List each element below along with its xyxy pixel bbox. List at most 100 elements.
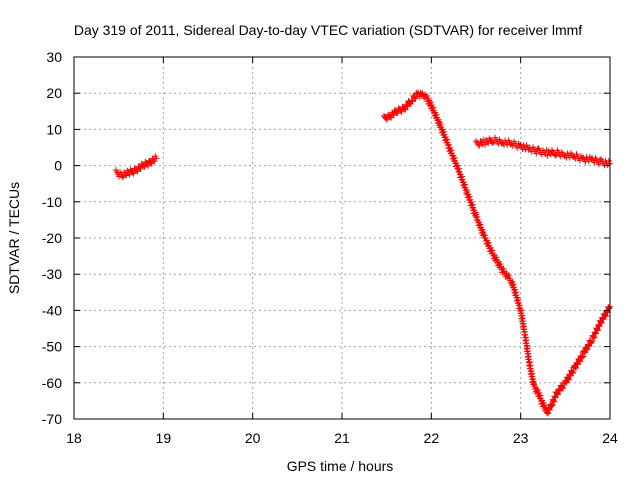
data-point [423,92,430,99]
data-point [145,162,152,169]
data-point [497,261,504,268]
data-point [573,365,580,372]
data-point [384,116,391,123]
y-tick-label: -70 [42,411,62,427]
data-point [552,394,559,401]
data-point [403,102,410,109]
data-point [590,333,597,340]
data-point [485,239,492,246]
data-point [549,402,556,409]
data-point [579,354,586,361]
data-point [556,387,563,394]
data-point [589,338,596,345]
data-point [493,254,500,261]
data-point [577,358,584,365]
y-tick-label: -50 [42,339,62,355]
data-point [598,319,605,326]
data-point [481,141,488,148]
data-point [120,174,127,181]
data-point [565,376,572,383]
data-point [506,274,513,281]
data-point [144,161,151,168]
data-point [560,385,567,392]
tick-labels: 18 19 20 21 22 23 24 30 20 10 0 -10 -20 -30 -40 -50 -60 -… [42,49,618,446]
data-point [605,304,612,311]
data-point [402,106,409,113]
data-point [394,110,401,117]
data-point [596,323,603,330]
data-point [595,322,602,329]
y-tick-label: -10 [42,194,62,210]
x-tick-label: 23 [513,430,529,446]
data-point [123,172,130,179]
axis-ticks [73,56,611,420]
data-point [383,115,390,122]
chart-title: Day 319 of 2011, Sidereal Day-to-day VTE… [74,22,582,38]
data-point [591,329,598,336]
data-point [489,140,496,147]
data-point [404,103,411,110]
data-point [557,387,564,394]
data-point [133,167,140,174]
data-point [481,232,488,239]
data-point [552,152,559,159]
x-tick-label: 20 [245,430,261,446]
data-point [594,326,601,333]
data-point [540,399,547,406]
data-point [419,90,426,97]
data-points [112,89,613,417]
data-point [592,330,599,337]
data-point [584,346,591,353]
data-point [595,161,602,168]
data-point [546,406,553,413]
data-point [559,384,566,391]
x-tick-label: 24 [602,430,618,446]
data-point [427,99,434,106]
data-point [595,321,602,328]
data-point [134,168,141,175]
y-tick-label: -60 [42,375,62,391]
data-point [153,155,160,162]
data-point [397,107,404,114]
data-point [126,171,133,178]
y-tick-label: -30 [42,266,62,282]
y-tick-label: 20 [46,85,62,101]
data-point [489,247,496,254]
data-point [398,108,405,115]
data-point [500,265,507,272]
data-point [580,353,587,360]
data-point [590,334,597,341]
data-point [129,169,136,176]
data-point [119,173,126,180]
data-point [602,313,609,320]
y-tick-label: -20 [42,230,62,246]
data-point [594,327,601,334]
x-tick-label: 22 [424,430,440,446]
data-point [401,105,408,112]
data-point [136,164,143,171]
y-tick-label: 10 [46,121,62,137]
data-point [411,94,418,101]
data-point [605,157,612,164]
y-axis-label: SDTVAR / TECUs [6,182,22,294]
data-point [130,170,137,177]
data-point [570,369,577,376]
data-point [554,391,561,398]
data-point [592,329,599,336]
data-point [593,325,600,332]
x-tick-label: 21 [334,430,350,446]
data-point [569,369,576,376]
data-point [505,272,512,279]
data-point [545,410,552,417]
data-point [408,97,415,104]
data-point [122,171,129,178]
y-tick-label: -40 [42,302,62,318]
x-tick-label: 18 [66,430,82,446]
data-point [534,387,541,394]
data-point [542,404,549,411]
data-point [137,165,144,172]
data-point [551,398,558,405]
x-axis-label: GPS time / hours [287,458,394,474]
